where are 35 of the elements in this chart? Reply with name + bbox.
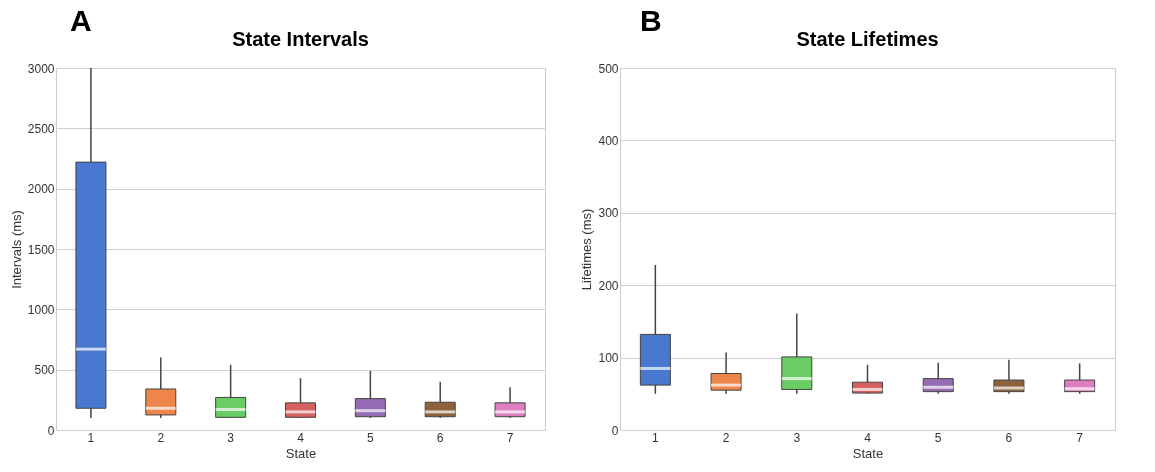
x-tick-label: 2 [157, 430, 165, 445]
x-tick-label: 1 [652, 430, 660, 445]
x-tick-label: 4 [297, 430, 305, 445]
y-tick-label: 300 [598, 206, 619, 221]
x-tick-label: 6 [436, 430, 444, 445]
x-tick-label: 5 [934, 430, 942, 445]
x-tick-label: 4 [864, 430, 872, 445]
chart-title: State Lifetimes [796, 28, 939, 50]
y-tick-label: 500 [598, 61, 619, 76]
x-tick-label: 3 [227, 430, 235, 445]
chart-title: State Intervals [232, 28, 369, 50]
x-tick-label: 6 [1005, 430, 1013, 445]
text: A [70, 4, 92, 38]
y-tick-label: 3000 [27, 61, 55, 76]
y-tick-label: 500 [34, 363, 55, 378]
x-axis-title: State [852, 445, 884, 461]
x-axis-title: State [285, 445, 317, 461]
y-axis-title: Intervals (ms) [8, 210, 24, 289]
x-tick-label: 5 [367, 430, 375, 445]
y-tick-label: 100 [598, 351, 619, 366]
y-tick-label: 0 [611, 423, 619, 438]
y-tick-label: 2500 [27, 121, 55, 136]
x-tick-label: 3 [793, 430, 801, 445]
y-tick-label: 2000 [27, 182, 55, 197]
y-axis-title: Lifetimes (ms) [579, 208, 595, 291]
x-tick-label: 1 [87, 430, 95, 445]
y-tick-label: 1500 [27, 242, 55, 257]
x-tick-label: 2 [722, 430, 730, 445]
y-tick-label: 0 [47, 423, 55, 438]
x-tick-label: 7 [1076, 430, 1084, 445]
y-tick-label: 400 [598, 133, 619, 148]
y-tick-label: 1000 [27, 302, 55, 317]
x-tick-label: 7 [506, 430, 514, 445]
y-tick-label: 200 [598, 278, 619, 293]
text: B [640, 4, 662, 38]
